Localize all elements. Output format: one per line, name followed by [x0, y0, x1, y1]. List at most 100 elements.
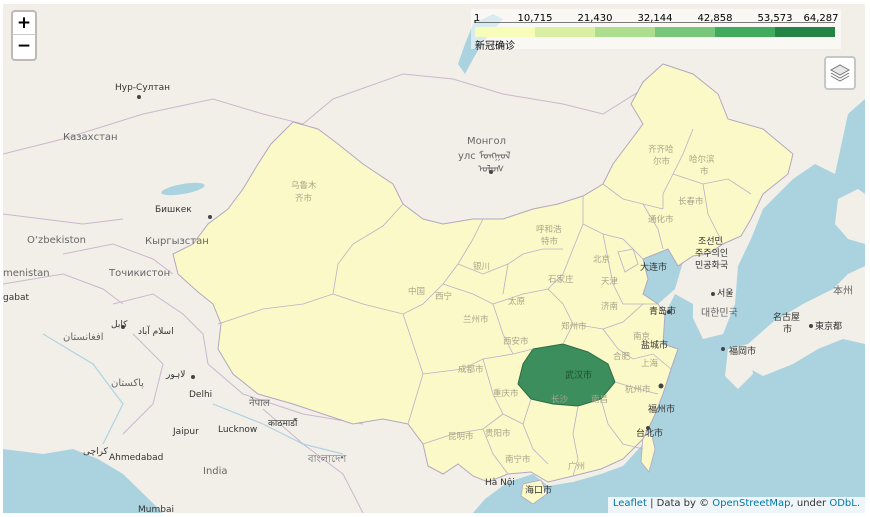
korea-land: [689, 254, 738, 339]
bohai-sea: [643, 249, 683, 304]
label-lahore: لاہور: [165, 370, 185, 380]
label-pakistan: پاکستان: [111, 378, 144, 389]
label-india: India: [203, 466, 228, 477]
label-mongolia: Монгол: [467, 136, 506, 147]
legend-swatch-4: [715, 27, 775, 37]
map-container[interactable]: Нур-Султан Казахстан Бишкек Кыргызстан O…: [3, 4, 865, 513]
taiwan-land: [640, 431, 656, 473]
odbl-link[interactable]: ODbL.: [829, 498, 860, 509]
label-pyongyang3: 민공화국: [695, 260, 728, 271]
label-nanning: 南宁市: [505, 454, 531, 465]
label-tonghua: 通化市: [648, 214, 674, 225]
city-dots: [121, 95, 813, 430]
label-chengdu: 成都市: [458, 364, 484, 375]
zoom-out-button[interactable]: −: [16, 36, 32, 56]
province-borders: [217, 128, 752, 477]
legend-swatch-1: [535, 27, 595, 37]
label-wuhan: 武汉市: [565, 369, 592, 381]
label-tianjin: 天津: [601, 276, 619, 287]
label-shanghai: 上海: [641, 358, 659, 369]
label-guiyang: 贵阳市: [485, 428, 511, 439]
label-beijing: 北京: [593, 254, 610, 265]
label-honshu: 本州: [833, 284, 853, 297]
hainan-land: [520, 479, 548, 505]
country-borders: [3, 73, 644, 513]
legend-swatch-3: [655, 27, 715, 37]
label-kabul: کابل: [111, 320, 128, 330]
label-jaipur: Jaipur: [172, 427, 199, 437]
label-afghanistan: افغانستان: [63, 332, 104, 343]
label-lucknow: Lucknow: [218, 425, 257, 435]
label-hanoi: Hà Nội: [485, 477, 515, 488]
label-tokyo: 東京都: [815, 320, 842, 332]
label-qiqihar: 齐齐哈: [648, 144, 674, 155]
label-pyongyang: 조선민: [698, 236, 723, 247]
label-lanzhou: 兰州市: [463, 314, 489, 325]
label-bangladesh: বাংলাদেশ: [307, 454, 347, 465]
legend-tick-label: 53,573: [757, 13, 793, 24]
basemap[interactable]: Нур-Султан Казахстан Бишкек Кыргызстан O…: [3, 4, 865, 513]
label-kathmandu: काठमाडौं: [268, 417, 298, 429]
layers-control-button[interactable]: [824, 56, 856, 90]
legend-swatch-5: [775, 27, 835, 37]
leaflet-link[interactable]: Leaflet: [612, 498, 647, 509]
label-changsha: 长沙: [551, 394, 569, 405]
label-ashgabat: gabat: [3, 293, 29, 303]
label-tajikistan: Точикистон: [108, 268, 170, 279]
legend-tick-label: 10,715: [517, 13, 553, 24]
legend-tick-label: 21,430: [577, 13, 613, 24]
hubei-region[interactable]: [517, 343, 616, 407]
label-mongolia3: ᠤᠯᠤᠰ: [478, 163, 504, 175]
label-chongqing: 重庆市: [493, 388, 519, 399]
legend-caption: 新冠确诊: [475, 41, 515, 52]
label-jinan: 济南: [601, 301, 618, 312]
label-xining: 西宁: [435, 291, 452, 302]
legend-color-scale: [475, 27, 835, 37]
label-bishkek: Бишкек: [155, 205, 192, 215]
balkhash-lake: [161, 182, 205, 196]
label-fuzhou: 福州市: [648, 403, 675, 415]
label-yancheng: 盐城市: [641, 339, 668, 351]
label-ahmedabad: Ahmedabad: [109, 453, 163, 463]
choropleth-legend: 1 10,715 21,430 32,144 42,858 53,573 64,287 新冠…: [471, 9, 841, 52]
label-nepal: नेपाल: [249, 397, 270, 409]
label-fukuoka: 福岡市: [729, 345, 756, 357]
china-outline: [172, 63, 794, 483]
label-pyongyang2: 주주의인: [695, 248, 728, 259]
label-delhi: Delhi: [189, 390, 212, 400]
label-karachi: کراچی: [83, 447, 109, 457]
label-kyrgyzstan: Кыргызстан: [145, 236, 209, 247]
label-xian: 西安市: [503, 336, 529, 347]
legend-tick-label: 42,858: [697, 13, 733, 24]
attribution-text-2: , under: [790, 498, 830, 509]
label-mongolia2: улс ᠮᠣᠩᠭᠣᠯ: [458, 150, 511, 162]
zoom-control: + −: [11, 10, 37, 61]
map-attribution: Leaflet | Data by © OpenStreetMap, under…: [607, 497, 865, 513]
japan-land: [745, 266, 865, 376]
label-kunming: 昆明市: [448, 431, 474, 442]
label-dalian: 大连市: [640, 261, 667, 273]
label-islamabad: اسلام آباد: [138, 325, 174, 337]
label-changchun: 长春市: [678, 196, 704, 207]
label-harbin2: 市: [700, 166, 709, 177]
label-nagoya: 名古屋: [773, 311, 800, 323]
map-labels: Нур-Султан Казахстан Бишкек Кыргызстан O…: [3, 83, 853, 513]
zoom-in-button[interactable]: +: [13, 12, 35, 35]
legend-tick-label: 64,287: [803, 13, 839, 24]
legend-axis: [474, 20, 835, 23]
osm-link[interactable]: OpenStreetMap: [712, 498, 791, 509]
kyushu-land: [725, 344, 753, 389]
label-hefei: 合肥: [613, 351, 631, 362]
label-harbin: 哈尔滨: [689, 154, 715, 165]
label-hohhot2: 特市: [541, 236, 559, 247]
layers-icon: [829, 64, 851, 82]
label-taiyuan: 太原: [508, 296, 525, 307]
legend-swatch-0: [475, 27, 535, 37]
legend-tick-label: 1: [474, 13, 481, 24]
label-mumbai: Mumbai: [138, 505, 174, 513]
legend-swatch-2: [595, 27, 655, 37]
label-yinchuan: 银川: [473, 261, 490, 272]
label-korea: 대한민국: [701, 307, 738, 319]
attribution-text-1: | Data by ©: [646, 498, 713, 509]
label-qingdao: 青岛市: [649, 305, 676, 317]
